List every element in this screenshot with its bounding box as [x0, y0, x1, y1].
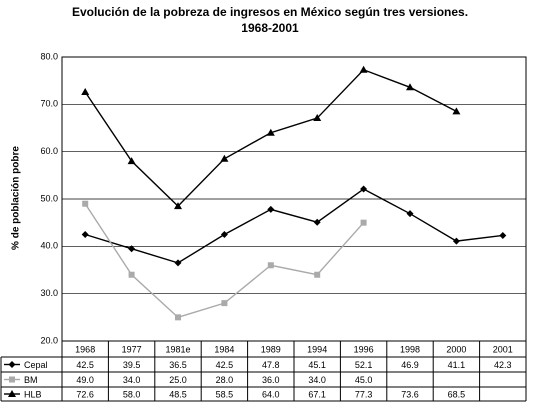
x-tick-label: 1977 [122, 344, 142, 354]
x-tick-label: 1994 [307, 344, 327, 354]
table-value: 36.5 [169, 360, 187, 370]
legend-marker [8, 390, 16, 397]
table-value: 47.8 [262, 360, 280, 370]
point [360, 219, 367, 226]
series-line [84, 188, 503, 264]
point [266, 128, 275, 136]
table-value: 72.6 [76, 389, 94, 399]
y-tick-label: 30.0 [40, 288, 58, 298]
table-value: 64.0 [262, 389, 280, 399]
table-value: 42.3 [494, 360, 512, 370]
legend-label: HLB [24, 389, 42, 399]
x-tick-label: 1968 [75, 344, 95, 354]
table-value: 42.5 [76, 360, 94, 370]
point [267, 262, 274, 269]
point [359, 65, 368, 73]
table-value: 73.6 [401, 389, 419, 399]
point [452, 107, 461, 115]
point [127, 157, 136, 165]
table-value: 46.9 [401, 360, 419, 370]
point [175, 314, 181, 321]
table-value: 34.0 [308, 375, 326, 385]
y-tick-label: 60.0 [40, 146, 58, 156]
table-value: 49.0 [76, 375, 94, 385]
point [406, 210, 414, 218]
point [82, 200, 89, 207]
x-tick-label: 2000 [446, 344, 466, 354]
point [313, 114, 322, 122]
x-tick-label: 1996 [354, 344, 374, 354]
legend-label: BM [24, 375, 38, 385]
table-value: 25.0 [169, 375, 187, 385]
point [220, 154, 229, 162]
table-value: 39.5 [123, 360, 141, 370]
table-value: 41.1 [448, 360, 466, 370]
y-tick-label: 70.0 [40, 99, 58, 109]
chart-title: Evolución de la pobreza de ingresos en M… [72, 5, 468, 19]
point [406, 83, 414, 91]
x-tick-label: 1984 [214, 344, 234, 354]
point [499, 231, 507, 239]
table-value: 58.5 [216, 389, 234, 399]
point [81, 88, 90, 96]
legend-marker [9, 376, 15, 383]
x-tick-label: 1989 [261, 344, 281, 354]
table-value: 42.5 [216, 360, 234, 370]
y-tick-label: 80.0 [40, 51, 58, 61]
x-tick-label: 1981e [165, 344, 190, 354]
legend-marker [8, 361, 16, 368]
table-value: 67.1 [308, 389, 326, 399]
point [220, 231, 228, 238]
x-tick-label: 1998 [400, 344, 420, 354]
table-value: 48.5 [169, 389, 187, 399]
table-value: 34.0 [123, 375, 141, 385]
y-tick-label: 50.0 [40, 193, 58, 203]
point [313, 218, 321, 226]
point [128, 271, 135, 278]
point [267, 205, 275, 213]
y-tick-label: 40.0 [40, 241, 58, 251]
table-value: 52.1 [355, 360, 373, 370]
table-value: 45.1 [308, 360, 326, 370]
y-tick-label: 20.0 [40, 335, 58, 345]
table-value: 77.3 [355, 389, 373, 399]
y-axis-label: % de población pobre [11, 146, 22, 250]
legend-label: Cepal [24, 360, 48, 370]
series-line [84, 68, 457, 208]
point [360, 185, 368, 193]
point [452, 237, 460, 245]
chart-subtitle: 1968-2001 [241, 21, 299, 35]
table-value: 36.0 [262, 375, 280, 385]
point [128, 245, 136, 253]
x-tick-label: 2001 [493, 344, 513, 354]
point [81, 231, 89, 238]
table-value: 45.0 [355, 375, 373, 385]
point [174, 202, 182, 210]
table-value: 68.5 [448, 389, 466, 399]
table-value: 28.0 [216, 375, 234, 385]
point [221, 300, 228, 307]
point [174, 259, 182, 267]
table-value: 58.0 [123, 389, 141, 399]
point [314, 271, 321, 278]
